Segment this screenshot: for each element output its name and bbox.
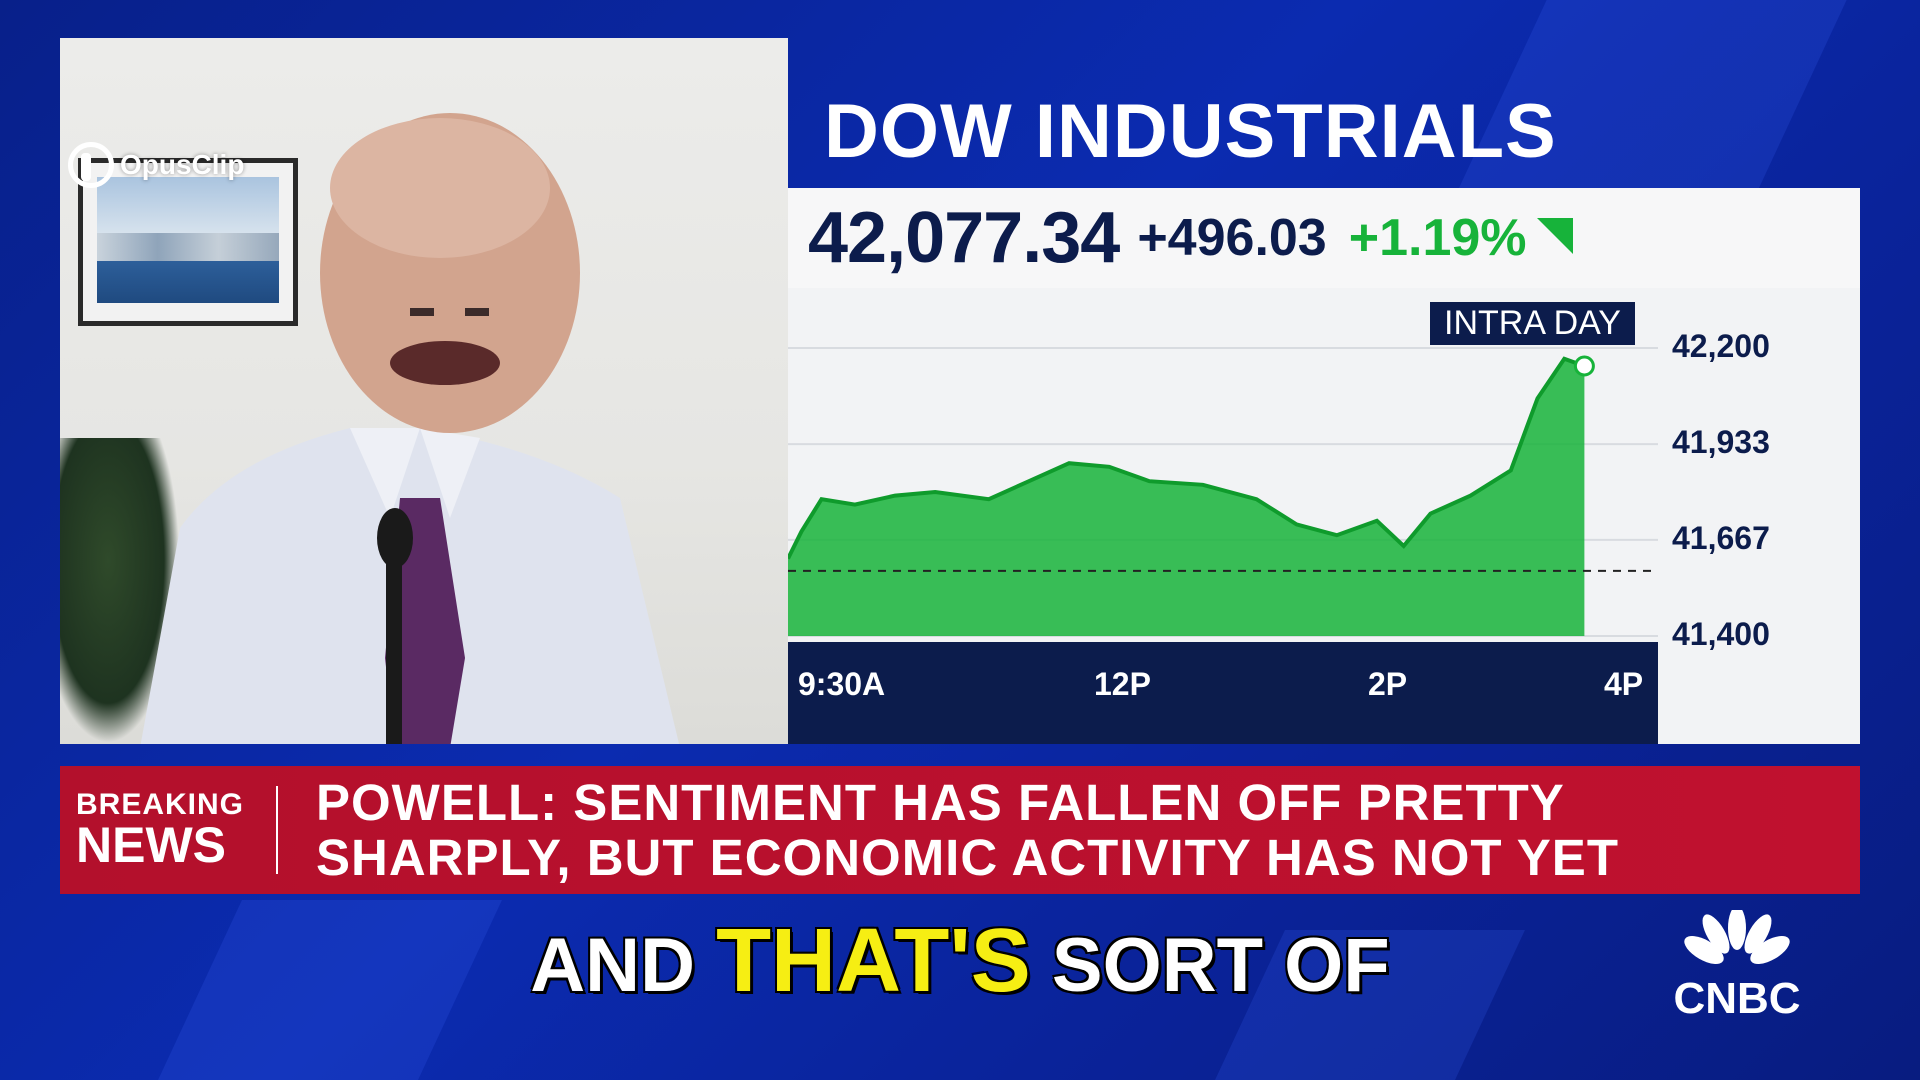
peacock-icon — [1684, 910, 1790, 964]
index-change: +496.03 — [1137, 209, 1327, 267]
headline-line: SHARPLY, BUT ECONOMIC ACTIVITY HAS NOT Y… — [316, 829, 1619, 886]
y-tick-label: 42,200 — [1672, 328, 1770, 364]
chart-plot — [788, 347, 1658, 637]
x-tick-label: 2P — [1368, 666, 1408, 702]
divider — [276, 786, 278, 874]
network-name: CNBC — [1673, 974, 1801, 1023]
cnbc-logo: CNBC — [1672, 910, 1802, 1024]
price-line — [788, 356, 1586, 560]
price-area — [788, 358, 1585, 636]
x-tick-label: 9:30A — [798, 666, 886, 702]
news-label: NEWS — [76, 817, 226, 873]
y-tick-label: 41,667 — [1672, 520, 1770, 556]
caption-word: AND — [530, 923, 695, 1008]
subtitle-caption: AND THAT'S SORT OF — [0, 910, 1920, 1013]
guest-speaker — [140, 113, 680, 744]
index-value: 42,077.34 — [808, 198, 1120, 278]
index-title: DOW INDUSTRIALS — [824, 89, 1557, 174]
caption-highlight-word: THAT'S — [716, 911, 1031, 1011]
breaking-news-label: BREAKING NEWS — [60, 788, 266, 873]
wall-painting — [78, 158, 298, 326]
opusclip-label: OpusClip — [120, 149, 245, 180]
headline-line: POWELL: SENTIMENT HAS FALLEN OFF PRETTY — [316, 774, 1565, 831]
y-tick-label: 41,933 — [1672, 424, 1770, 460]
intraday-chart: INTRA DAY 42,200 41,933 41,667 41,400 9:… — [788, 288, 1860, 744]
up-triangle-icon — [1536, 218, 1573, 254]
last-price-marker — [1573, 355, 1595, 377]
breaking-label: BREAKING — [76, 788, 245, 821]
y-tick-label: 41,400 — [1672, 616, 1770, 652]
caption-word: SORT OF — [1051, 923, 1390, 1008]
index-percent-change: +1.19% — [1348, 209, 1527, 267]
quote-bar: 42,077.34 +496.03 +1.19% — [788, 188, 1860, 288]
opusclip-logo-icon — [68, 142, 114, 188]
news-headline: POWELL: SENTIMENT HAS FALLEN OFF PRETTY … — [316, 775, 1619, 885]
chart-title: INTRA DAY — [1430, 302, 1635, 345]
guest-video-feed: OpusClip — [60, 38, 788, 744]
breaking-news-banner: BREAKING NEWS POWELL: SENTIMENT HAS FALL… — [60, 766, 1860, 894]
x-axis: 9:30A 12P 2P 4P — [788, 642, 1658, 744]
x-tick-label: 12P — [1094, 666, 1151, 702]
opusclip-watermark: OpusClip — [68, 142, 244, 188]
x-tick-label: 4P — [1604, 666, 1644, 702]
